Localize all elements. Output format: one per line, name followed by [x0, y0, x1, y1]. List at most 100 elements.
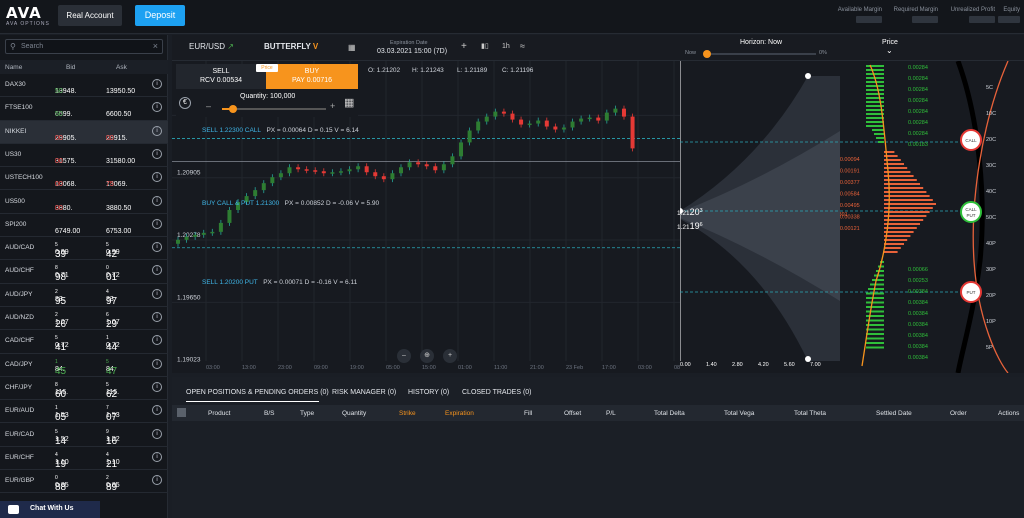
instrument-row-chf-jpy[interactable]: CHF/JPY 116. 60 8 116. 62 5 i	[0, 377, 168, 401]
ask-price[interactable]: 1.10 21 4	[106, 451, 120, 470]
bid-price[interactable]: 116. 60 8	[55, 381, 69, 400]
instrument-row-aud-chf[interactable]: AUD/CHF 0.71 98 8 0.72 01 0 i	[0, 260, 168, 284]
bid-price[interactable]: 0.72 41 5	[55, 335, 69, 354]
price-chart[interactable]: 1.221591.215321.209051.202781.196501.190…	[172, 61, 680, 373]
info-icon[interactable]: i	[152, 428, 162, 439]
ask-price[interactable]: 0.99 42 5	[106, 242, 120, 261]
quantity-minus-button[interactable]: –	[206, 101, 212, 111]
instrument-row-ustech100[interactable]: USTECH100 13068. 00 13069. 75 i	[0, 167, 168, 191]
select-all-checkbox[interactable]	[177, 408, 186, 417]
info-icon[interactable]: i	[152, 288, 162, 299]
ask-price[interactable]: 1.52 16 9	[106, 428, 120, 447]
bid-price[interactable]: 83. 95 2	[55, 288, 67, 307]
bid-price[interactable]: 0.99 39 5	[55, 242, 69, 261]
bid-price[interactable]: 1.07 26 2	[55, 312, 69, 330]
instrument-row-nikkei[interactable]: NIKKEI 29905. 00 29915. 00 i	[0, 120, 168, 144]
strategy-selector[interactable]: BUTTERFLY V	[264, 42, 319, 51]
ask-price[interactable]: 83. 97 4	[106, 288, 118, 307]
real-account-button[interactable]: Real Account	[58, 5, 122, 26]
ask-price[interactable]: 84. 47 5	[106, 358, 118, 377]
instrument-row-aud-nzd[interactable]: AUD/NZD 1.07 26 2 1.07 29 6 i	[0, 307, 168, 331]
ask-price[interactable]: 116. 62 5	[106, 381, 120, 400]
clear-search-icon[interactable]: ×	[152, 41, 158, 51]
instrument-row-cad-jpy[interactable]: CAD/JPY 84. 45 1 84. 47 5 i	[0, 354, 168, 377]
currency-euro-icon[interactable]: €	[179, 97, 191, 109]
instrument-row-us30[interactable]: US30 31575. 00 31580.00 i	[0, 144, 168, 168]
quantity-slider-handle[interactable]	[229, 105, 237, 113]
pair-selector[interactable]: EUR/USD ↗	[189, 42, 234, 51]
instrument-row-aud-cad[interactable]: AUD/CAD 0.99 39 5 0.99 42 5 i	[0, 237, 168, 261]
quantity-slider[interactable]	[222, 108, 326, 110]
calculator-icon[interactable]: ▦	[344, 97, 355, 109]
instrument-row-aud-jpy[interactable]: AUD/JPY 83. 95 2 83. 97 4 i	[0, 284, 168, 307]
zoom-out-button[interactable]: –	[397, 349, 411, 363]
info-icon[interactable]: i	[152, 102, 162, 113]
ask-price[interactable]: 1.07 29 6	[106, 312, 120, 330]
sell-button[interactable]: SELL RCV 0.00534	[176, 64, 266, 89]
ask-price[interactable]: 1.53 07 7	[106, 405, 120, 424]
info-icon[interactable]: i	[152, 358, 162, 369]
horizon-slider[interactable]	[704, 53, 816, 55]
candles-icon[interactable]: ▮▯	[481, 43, 489, 50]
bid-price[interactable]: 0.71 98 8	[55, 265, 69, 284]
price-ladder[interactable]: 0.00284 0.00284 0.00284 0.00284 0.00284 0.002…	[826, 60, 1024, 374]
chat-with-us-button[interactable]: Chat With Us	[0, 501, 100, 518]
horizon-slider-handle[interactable]	[703, 50, 711, 58]
tab-history[interactable]: HISTORY (0)	[408, 389, 450, 396]
info-icon[interactable]: i	[152, 475, 162, 486]
info-icon[interactable]: i	[152, 79, 162, 89]
ask-price[interactable]: 0.72 01 0	[106, 265, 120, 284]
tab-closed-trades[interactable]: CLOSED TRADES (0)	[462, 389, 532, 396]
info-icon[interactable]: i	[152, 148, 162, 159]
info-icon[interactable]: i	[152, 172, 162, 183]
zoom-in-button[interactable]: +	[443, 349, 457, 363]
leg-sell-put[interactable]: SELL 1.20200 PUT PX = 0.00071 D = -0.16 …	[202, 279, 358, 286]
crosshair-icon[interactable]: +	[461, 41, 467, 52]
deposit-button[interactable]: Deposit	[135, 5, 185, 26]
bid-price[interactable]: 1.53 05 1	[55, 405, 69, 424]
tab-risk-manager[interactable]: RISK MANAGER (0)	[332, 389, 397, 396]
chevron-down-icon[interactable]: ⌄	[886, 46, 893, 55]
instrument-row-eur-cad[interactable]: EUR/CAD 1.52 14 5 1.52 16 9 i	[0, 424, 168, 447]
instrument-row-cad-chf[interactable]: CAD/CHF 0.72 41 5 0.72 44 1 i	[0, 330, 168, 354]
instrument-row-eur-aud[interactable]: EUR/AUD 1.53 05 1 1.53 07 7 i	[0, 400, 168, 424]
instrument-row-dax30[interactable]: DAX30 13948. 50 13950.50 i	[0, 74, 168, 98]
calendar-icon[interactable]: ▦	[348, 43, 356, 52]
instrument-row-spi200[interactable]: SPI200 6749.00 6753.00 i	[0, 214, 168, 238]
payoff-bar-negative	[884, 167, 908, 169]
ask-price[interactable]: 0.85 89 2	[106, 475, 120, 494]
bid-price[interactable]: 84. 45 1	[55, 358, 67, 377]
probability-cone[interactable]: 0.00 1.40 2.80 4.20 5.60 7.00 1.21203 1.21196	[677, 61, 840, 373]
info-icon[interactable]: i	[152, 265, 162, 276]
instrument-row-ftse100[interactable]: FTSE100 6599. 50 6600.50 i	[0, 97, 168, 121]
indicator-icon[interactable]: ≈	[520, 41, 525, 51]
info-icon[interactable]: i	[152, 451, 162, 462]
tab-open-positions[interactable]: OPEN POSITIONS & PENDING ORDERS (0)	[186, 389, 329, 396]
leg-buy-call-put[interactable]: BUY CALL & PUT 1.21300 PX = 0.00852 D = …	[202, 200, 380, 207]
info-icon[interactable]: i	[152, 195, 162, 206]
payoff-value: 0.00384	[908, 344, 928, 350]
ask-price[interactable]: 0.72 44 1	[106, 335, 120, 354]
instrument-row-us500[interactable]: US500 3880. 00 3880.50 i	[0, 191, 168, 214]
info-icon[interactable]: i	[152, 125, 162, 136]
leg-sell-call[interactable]: SELL 1.22300 CALL PX = 0.00064 D = 0.15 …	[202, 127, 359, 134]
buy-button[interactable]: BUY PAY 0.00716	[266, 64, 358, 89]
search-input[interactable]: ⚲ Search ×	[5, 39, 163, 54]
bid-price[interactable]: 1.52 14 5	[55, 428, 69, 447]
quantity-plus-button[interactable]: +	[330, 101, 336, 111]
instrument-row-eur-chf[interactable]: EUR/CHF 1.10 19 4 1.10 21 4 i	[0, 447, 168, 471]
timeframe-selector[interactable]: 1h	[502, 43, 510, 50]
expiration-date[interactable]: 03.03.2021 15:00 (7D)	[377, 48, 448, 55]
info-icon[interactable]: i	[152, 335, 162, 346]
bid-price[interactable]: 1.10 19 4	[55, 451, 69, 470]
instrument-row-eur-gbp[interactable]: EUR/GBP 0.85 88 0 0.85 89 2 i	[0, 470, 168, 494]
bid-price[interactable]: 0.85 88 0	[55, 475, 69, 494]
info-icon[interactable]: i	[152, 312, 162, 322]
candlestick-chart[interactable]: 1.221591.215321.209051.202781.196501.190…	[172, 61, 680, 373]
reset-zoom-icon[interactable]: ⊕	[420, 349, 434, 363]
info-icon[interactable]: i	[152, 405, 162, 416]
info-icon[interactable]: i	[152, 381, 162, 392]
info-icon[interactable]: i	[152, 218, 162, 229]
ava-logo[interactable]: AVA AVA OPTIONS	[6, 4, 50, 27]
info-icon[interactable]: i	[152, 242, 162, 253]
